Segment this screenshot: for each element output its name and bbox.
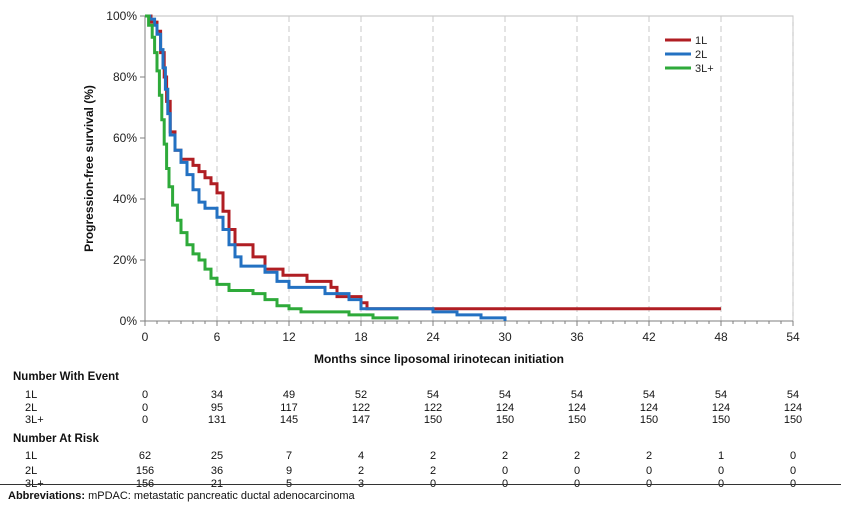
y-tick-label: 0% [120, 314, 138, 328]
event-cell: 147 [351, 414, 371, 426]
event-cell: 150 [567, 414, 587, 426]
event-cell: 150 [783, 414, 803, 426]
x-tick-label: 18 [354, 330, 368, 344]
risk-cell: 2 [573, 450, 581, 462]
risk-cell: 0 [717, 465, 725, 477]
risk-row-label: 1L [25, 450, 38, 462]
event-cell: 131 [207, 414, 227, 426]
event-cell: 54 [570, 389, 584, 401]
x-tick-label: 6 [214, 330, 221, 344]
risk-cell: 36 [210, 465, 224, 477]
risk-cell: 0 [645, 465, 653, 477]
event-cell: 54 [642, 389, 656, 401]
y-axis-label: Progression-free survival (%) [82, 85, 96, 252]
event-cell: 124 [639, 402, 659, 414]
x-tick-label: 30 [498, 330, 512, 344]
risk-cell: 0 [501, 465, 509, 477]
event-cell: 122 [423, 402, 443, 414]
event-cell: 54 [786, 389, 800, 401]
event-cell: 54 [426, 389, 440, 401]
legend-entry-3L+: 3L+ [695, 63, 714, 75]
legend-entry-1L: 1L [695, 35, 707, 47]
x-tick-label: 0 [142, 330, 149, 344]
event-cell: 150 [639, 414, 659, 426]
event-cell: 124 [783, 402, 803, 414]
risk-cell: 0 [573, 465, 581, 477]
risk-cell: 4 [357, 450, 365, 462]
risk-cell: 7 [285, 450, 293, 462]
x-tick-label: 42 [642, 330, 656, 344]
footnote: Abbreviations: mPDAC: metastatic pancrea… [8, 490, 355, 502]
risk-cell: 9 [285, 465, 293, 477]
event-cell: 145 [279, 414, 299, 426]
y-tick-label: 100% [106, 9, 137, 23]
event-cell: 124 [711, 402, 731, 414]
y-tick-label: 40% [113, 192, 137, 206]
event-row-label: 1L [25, 389, 38, 401]
risk-cell: 25 [210, 450, 224, 462]
risk-cell: 2 [501, 450, 509, 462]
y-tick-label: 20% [113, 253, 137, 267]
event-cell: 117 [280, 402, 298, 414]
footnote-divider [0, 484, 841, 485]
risk-title: Number At Risk [13, 433, 99, 445]
legend-entry-2L: 2L [695, 49, 707, 61]
footnote-label: Abbreviations: [8, 490, 86, 502]
event-cell: 150 [495, 414, 515, 426]
footnote-text: mPDAC: metastatic pancreatic ductal aden… [85, 490, 355, 502]
km-chart: 0 6 12 18 24 30 36 42 48 54 0% 20% 40% 60% 80% 100% Mont… [82, 9, 800, 366]
event-cell: 122 [351, 402, 371, 414]
event-title: Number With Event [13, 371, 119, 383]
risk-cell: 0 [789, 465, 797, 477]
risk-cell: 62 [138, 450, 152, 462]
risk-cell: 0 [789, 450, 797, 462]
risk-cell: 156 [135, 465, 155, 477]
event-cell: 124 [495, 402, 515, 414]
x-tick-label: 54 [786, 330, 800, 344]
event-cell: 150 [423, 414, 443, 426]
series-line-2L [145, 14, 507, 321]
x-tick-label: 12 [282, 330, 296, 344]
risk-cell: 1 [717, 450, 725, 462]
event-cell: 0 [141, 402, 149, 414]
x-tick-label: 24 [426, 330, 440, 344]
x-tick-label: 48 [714, 330, 728, 344]
event-cell: 52 [354, 389, 368, 401]
event-cell: 49 [282, 389, 296, 401]
event-cell: 95 [210, 402, 224, 414]
risk-row-label: 2L [25, 465, 38, 477]
event-row-label: 3L+ [25, 414, 44, 426]
series-line-3L+ [145, 14, 399, 320]
risk-cell: 2 [645, 450, 653, 462]
risk-cell: 2 [357, 465, 365, 477]
plot-frame [144, 15, 794, 322]
event-cell: 150 [711, 414, 731, 426]
x-axis-label: Months since liposomal irinotecan initia… [314, 352, 564, 366]
event-cell: 0 [141, 389, 149, 401]
event-cell: 34 [210, 389, 224, 401]
event-cell: 54 [714, 389, 728, 401]
event-cell: 124 [567, 402, 587, 414]
event-row-label: 2L [25, 402, 38, 414]
event-cell: 54 [498, 389, 512, 401]
y-tick-label: 60% [113, 131, 137, 145]
x-tick-label: 36 [570, 330, 584, 344]
y-tick-label: 80% [113, 70, 137, 84]
risk-cell: 2 [429, 450, 437, 462]
event-cell: 0 [141, 414, 149, 426]
risk-cell: 2 [429, 465, 437, 477]
